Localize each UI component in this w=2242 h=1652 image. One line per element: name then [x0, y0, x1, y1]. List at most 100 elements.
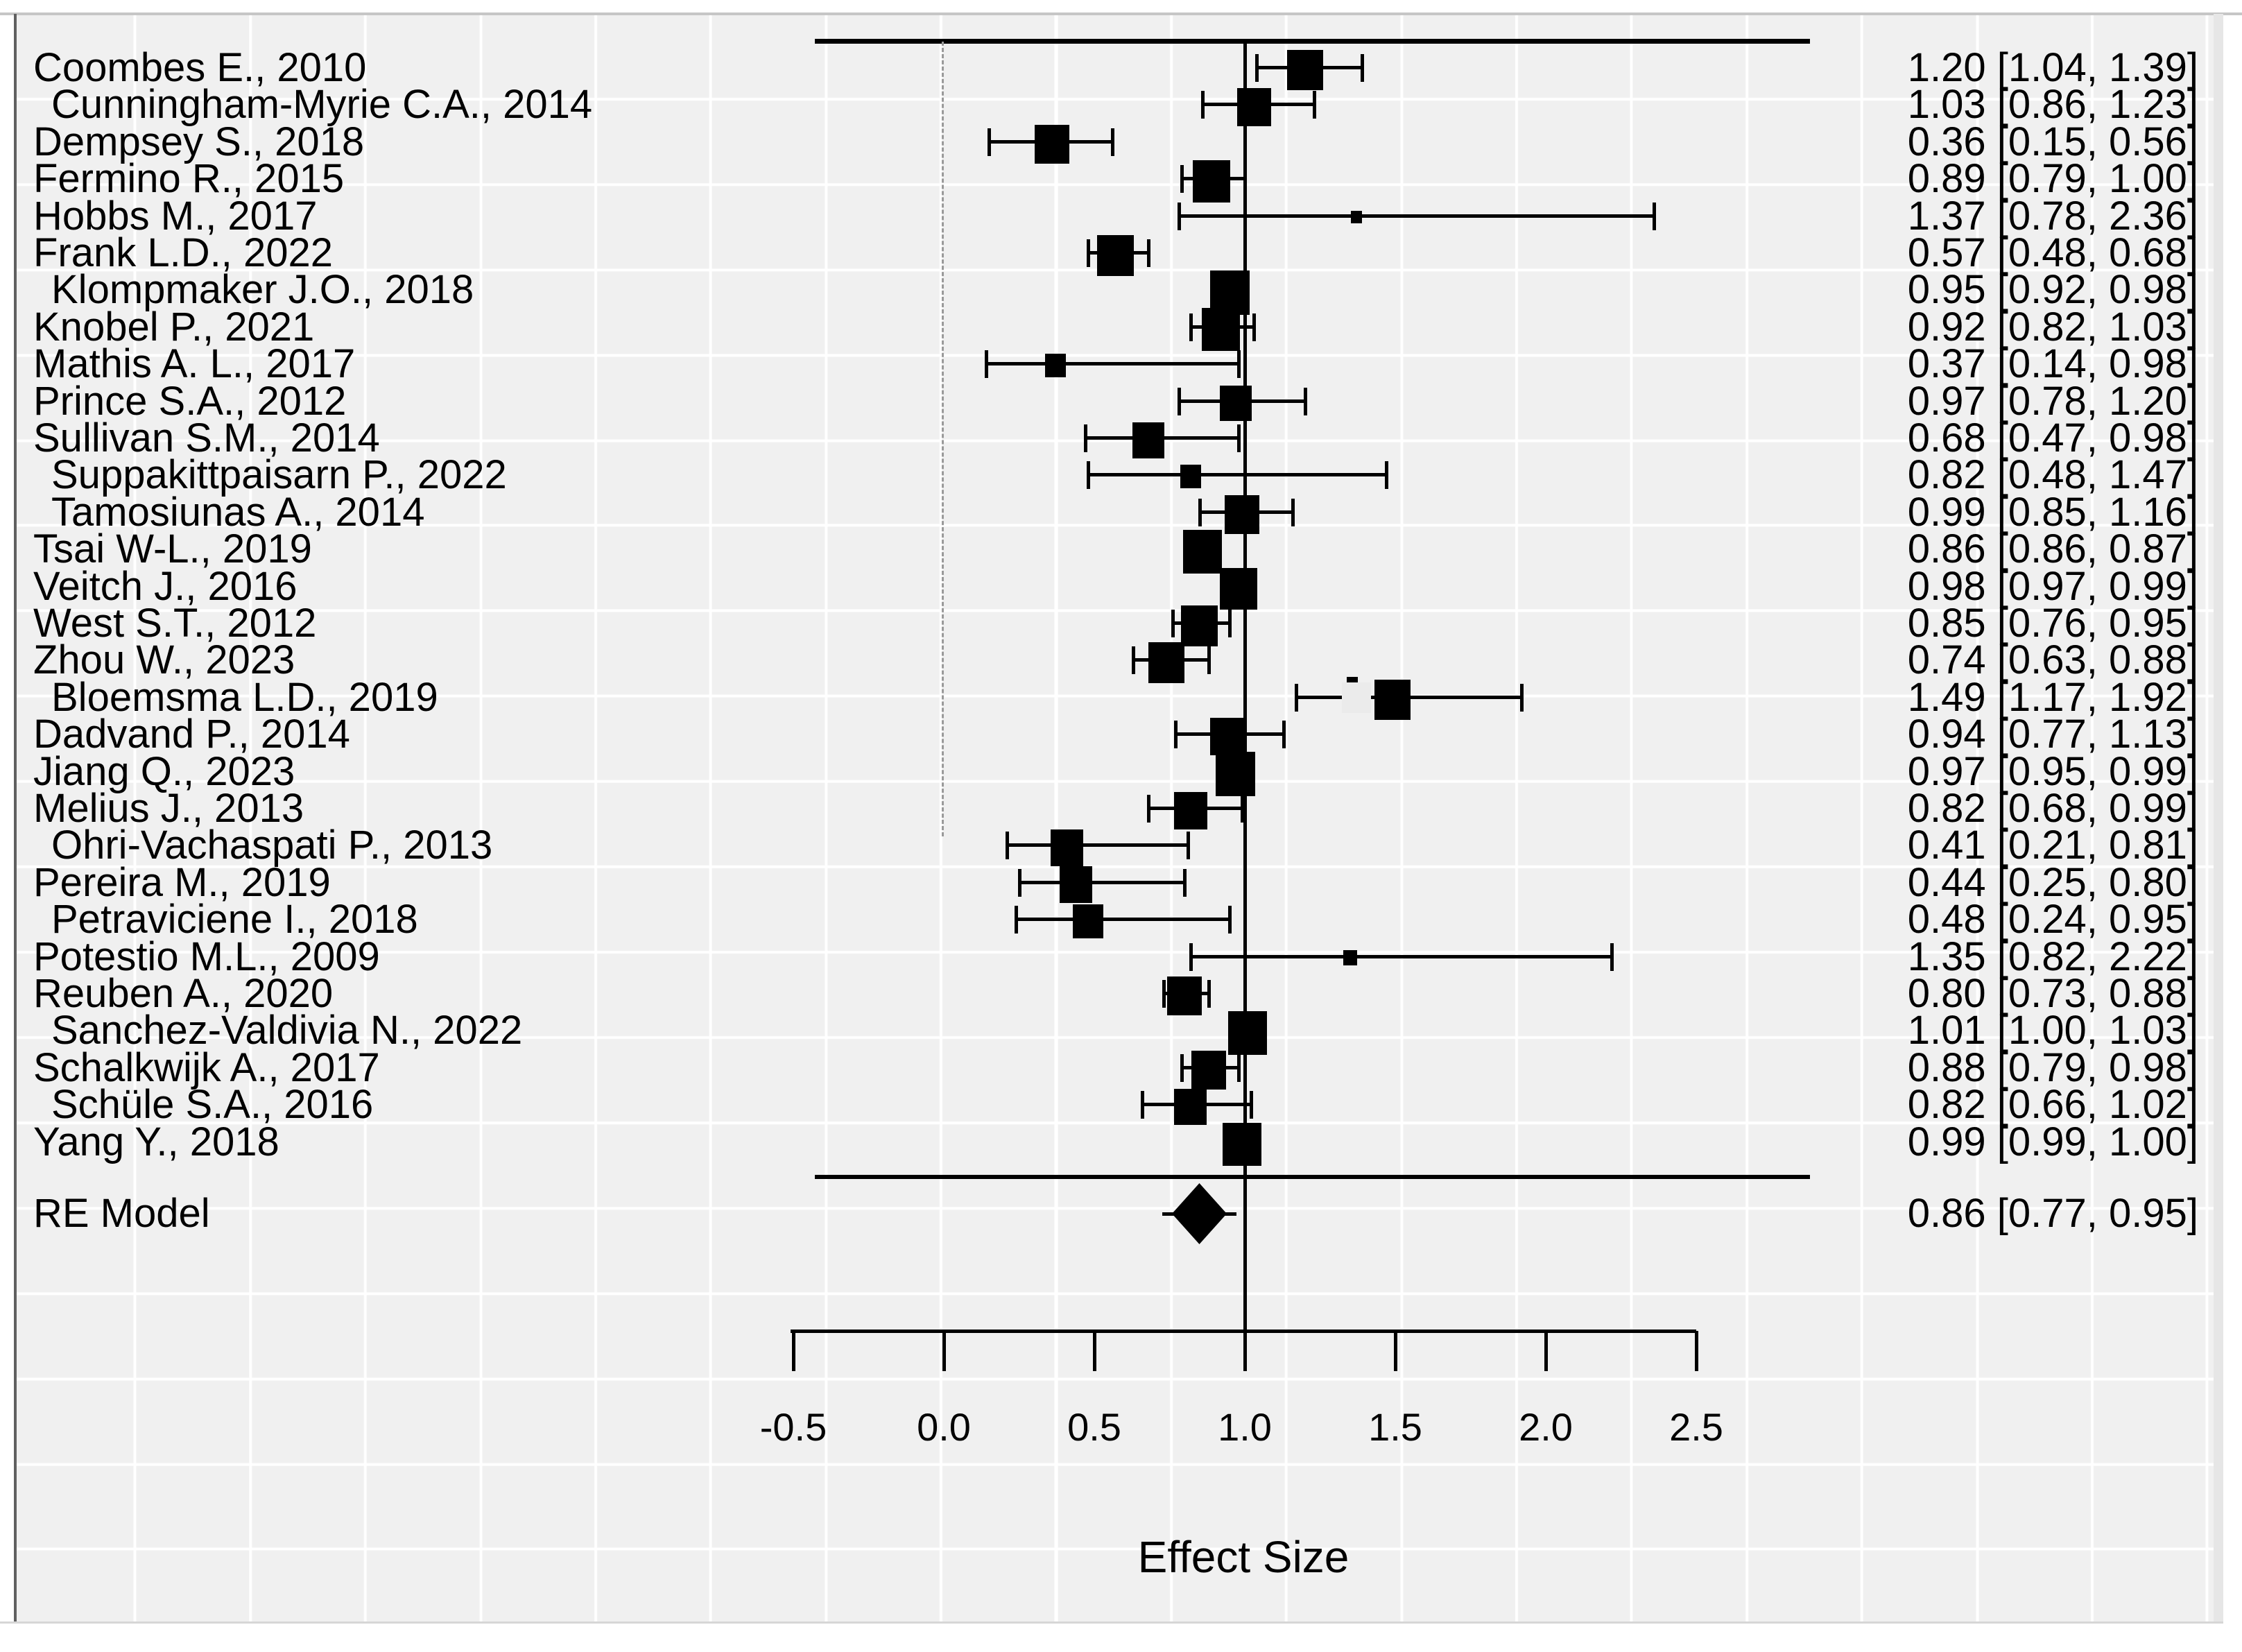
ci-cap-left [1177, 202, 1181, 230]
ci-cap-left [984, 350, 988, 379]
ci-cap-left [1174, 721, 1178, 749]
study-label: Schalkwijk A., 2017 [33, 1044, 380, 1090]
study-annotation: 0.97 [0.95, 0.99] [1907, 748, 2198, 794]
ci-line [1016, 918, 1230, 922]
ci-cap-left [1180, 1053, 1184, 1082]
frame-top-border [0, 12, 2242, 15]
estimate-square [1180, 465, 1201, 488]
study-label: Dempsey S., 2018 [33, 119, 365, 164]
ci-cap-right [1610, 943, 1614, 971]
estimate-square [1209, 718, 1243, 755]
study-annotation: 0.82 [0.68, 0.99] [1907, 786, 2198, 831]
study-annotation: 1.20 [1.04, 1.39] [1907, 45, 2198, 90]
ci-cap-right [1237, 424, 1241, 452]
study-label: Tamosiunas A., 2014 [51, 489, 425, 535]
estimate-square [1132, 422, 1165, 458]
estimate-square [1236, 87, 1271, 126]
x-axis-tick-label: -0.5 [759, 1405, 827, 1449]
ci-cap-left [1162, 980, 1166, 1008]
ci-cap-right [1252, 313, 1257, 341]
ci-line [1088, 473, 1386, 477]
study-annotation: 0.48 [0.24, 0.95] [1907, 897, 2198, 943]
x-axis-tick [792, 1331, 795, 1371]
ci-cap-left [1255, 54, 1259, 82]
x-axis-tick [942, 1331, 946, 1371]
zero-reference-dashed-line [942, 42, 944, 836]
estimate-square [1174, 1088, 1207, 1126]
estimate-square [1350, 210, 1362, 223]
frame-left-border [14, 14, 17, 1621]
study-label: Zhou W., 2023 [33, 637, 295, 683]
re-model-label: RE Model [33, 1191, 210, 1236]
ci-line [1007, 843, 1188, 847]
summary-separator-line [815, 1175, 1810, 1179]
ci-cap-left [1147, 795, 1151, 823]
study-annotation: 0.57 [0.48, 0.68] [1907, 230, 2198, 275]
study-annotation: 0.82 [0.66, 1.02] [1907, 1082, 2198, 1128]
x-axis-tick-label: 1.0 [1218, 1405, 1272, 1449]
study-annotation: 0.86 [0.86, 0.87] [1907, 526, 2198, 572]
study-label: Fermino R., 2015 [33, 156, 345, 202]
x-axis-tick-label: 0.5 [1067, 1405, 1121, 1449]
ci-line [1190, 954, 1612, 958]
study-label: Coombes E., 2010 [33, 45, 367, 90]
study-annotation: 0.74 [0.63, 0.88] [1907, 637, 2198, 683]
study-label: Potestio M.L., 2009 [33, 933, 380, 979]
ci-cap-left [1006, 832, 1010, 860]
x-axis-tick [1695, 1331, 1698, 1371]
frame-right-border [2214, 14, 2223, 1621]
study-annotation: 0.92 [0.82, 1.03] [1907, 304, 2198, 350]
study-label: Sanchez-Valdivia N., 2022 [51, 1008, 523, 1053]
study-label: Reuben A., 2020 [33, 971, 334, 1016]
x-axis-tick [1394, 1331, 1397, 1371]
study-annotation: 0.95 [0.92, 0.98] [1907, 267, 2198, 313]
re-model-annotation: 0.86 [0.77, 0.95] [1907, 1191, 2198, 1236]
study-label: Petraviciene I., 2018 [51, 897, 418, 943]
estimate-square [1219, 385, 1252, 422]
estimate-square [1173, 792, 1207, 829]
study-annotation: 0.99 [0.85, 1.16] [1907, 489, 2198, 535]
ci-cap-left [1171, 610, 1175, 637]
estimate-square [1228, 1011, 1268, 1056]
ci-cap-left [1294, 683, 1298, 712]
estimate-square [1220, 567, 1258, 610]
estimate-square [1167, 976, 1202, 1015]
study-label: Bloemsma L.D., 2019 [51, 674, 438, 720]
study-label: Frank L.D., 2022 [33, 230, 333, 275]
faint-artifact-square [1341, 682, 1371, 713]
study-annotation: 0.44 [0.25, 0.80] [1907, 859, 2198, 905]
study-label: Melius J., 2013 [33, 786, 304, 831]
study-label: Klompmaker J.O., 2018 [51, 267, 474, 313]
ci-cap-right [1243, 165, 1247, 193]
ci-line [1178, 214, 1655, 218]
ci-cap-right [1207, 646, 1211, 675]
ci-cap-right [1228, 610, 1232, 637]
frame-bottom-border [0, 1621, 2223, 1624]
ci-cap-right [1228, 906, 1232, 934]
ci-cap-right [1249, 1091, 1253, 1119]
estimate-square [1374, 679, 1411, 721]
ci-cap-right [1237, 350, 1241, 379]
ci-line [1019, 880, 1185, 884]
study-annotation: 0.82 [0.48, 1.47] [1907, 452, 2198, 498]
ci-cap-left [1141, 1091, 1145, 1119]
study-label: Hobbs M., 2017 [33, 193, 318, 239]
study-annotation: 1.01 [1.00, 1.03] [1907, 1008, 2198, 1053]
study-label: Suppakittpaisarn P., 2022 [51, 452, 507, 498]
ci-cap-right [1291, 498, 1295, 526]
ci-cap-left [1180, 165, 1184, 193]
x-axis-tick [1544, 1331, 1548, 1371]
study-annotation: 0.37 [0.14, 0.98] [1907, 341, 2198, 387]
ci-cap-right [1237, 1053, 1241, 1082]
study-annotation: 1.35 [0.82, 2.22] [1907, 933, 2198, 979]
estimate-square [1222, 1122, 1261, 1167]
estimate-square [1051, 829, 1084, 866]
study-label: Veitch J., 2016 [33, 563, 298, 609]
ci-cap-right [1240, 795, 1244, 823]
estimate-square [1191, 1050, 1226, 1090]
study-annotation: 0.88 [0.79, 0.98] [1907, 1044, 2198, 1090]
estimate-square [1193, 160, 1231, 203]
estimate-square [1073, 904, 1104, 939]
study-label: Dadvand P., 2014 [33, 712, 350, 757]
study-label: Sullivan S.M., 2014 [33, 415, 380, 461]
